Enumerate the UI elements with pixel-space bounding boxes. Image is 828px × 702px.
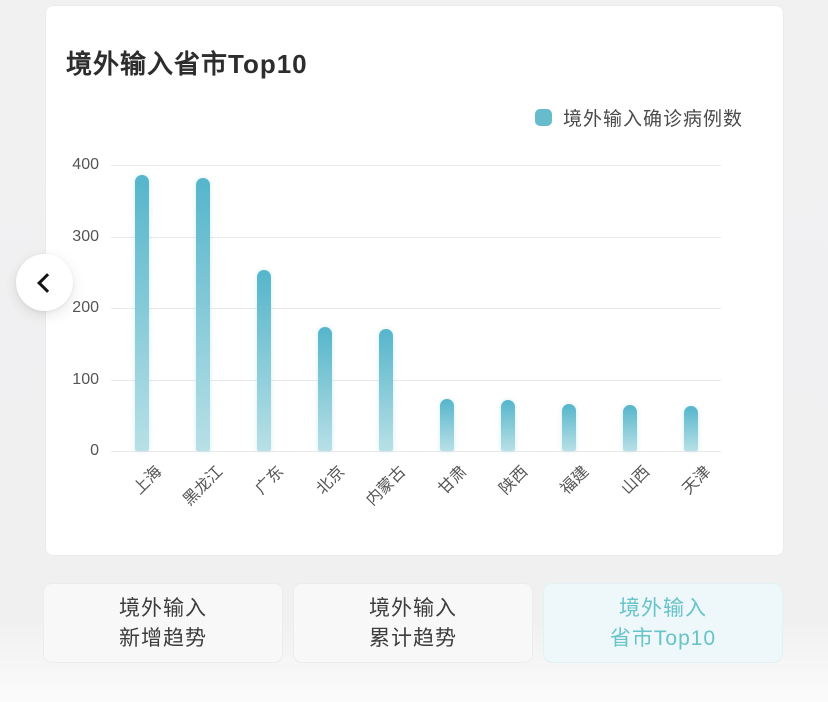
- gridline: [111, 451, 721, 452]
- y-axis-tick: 0: [90, 442, 99, 459]
- bar-天津[interactable]: [683, 405, 698, 451]
- bar-内蒙古[interactable]: [378, 328, 393, 451]
- y-axis-tick: 400: [72, 156, 99, 173]
- x-axis-label: 北京: [314, 463, 349, 498]
- bar-甘肃[interactable]: [439, 398, 454, 451]
- bar-山西[interactable]: [622, 404, 637, 451]
- y-axis-tick: 100: [72, 370, 99, 388]
- x-axis-label: 广东: [253, 463, 288, 498]
- x-axis-label: 上海: [131, 463, 166, 498]
- chart-tab-bar: 境外输入 新增趋势 境外输入 累计趋势 境外输入 省市Top10: [43, 583, 783, 663]
- gridline: [111, 236, 721, 238]
- bar-广东[interactable]: [256, 270, 271, 451]
- bar-北京[interactable]: [317, 327, 332, 451]
- x-axis-label: 甘肃: [436, 463, 471, 498]
- x-axis-label: 陕西: [497, 463, 532, 498]
- x-axis-label: 天津: [680, 463, 715, 498]
- tab-label-line2: 新增趋势: [119, 626, 207, 650]
- gridline: [111, 308, 721, 309]
- tab-label-line1: 境外输入: [619, 596, 707, 620]
- bar-陕西[interactable]: [500, 399, 515, 451]
- legend-item[interactable]: 境外输入确诊病例数: [534, 104, 743, 131]
- legend-swatch-icon: [534, 109, 552, 126]
- tab-imported-top10[interactable]: 境外输入省市Top10: [543, 583, 783, 663]
- y-axis-tick: 300: [72, 227, 99, 245]
- tab-imported-cumulative-trend[interactable]: 境外输入 累计趋势: [293, 583, 533, 663]
- tab-label-line2: 累计趋势: [369, 626, 457, 650]
- gridline: [111, 165, 721, 166]
- y-axis-tick: 200: [72, 299, 99, 316]
- tab-label-line2: 省市Top10: [609, 626, 717, 650]
- tab-label-line1: 境外输入: [369, 596, 457, 620]
- x-axis-label: 福建: [558, 463, 593, 498]
- bar-福建[interactable]: [561, 403, 576, 451]
- x-axis-label: 内蒙古: [363, 463, 410, 510]
- x-axis-label: 山西: [619, 463, 654, 498]
- chart-title: 境外输入省市Top10: [66, 49, 308, 79]
- gridline: [111, 379, 721, 381]
- x-axis-label: 黑龙江: [180, 463, 227, 510]
- legend-label: 境外输入确诊病例数: [562, 109, 743, 130]
- chart-card: 境外输入省市Top10 境外输入确诊病例数 0 100 200 300 400 上海 黑龙江…: [45, 5, 784, 556]
- chevron-left-icon: [36, 272, 57, 293]
- tab-label-line1: 境外输入: [119, 596, 207, 620]
- bar-上海[interactable]: [134, 175, 149, 451]
- bar-黑龙江[interactable]: [195, 177, 210, 451]
- tab-imported-new-trend[interactable]: 境外输入 新增趋势: [43, 583, 283, 663]
- bar-chart: 0 100 200 300 400 上海 黑龙江 广东 北京 内蒙古 甘肃 陕西 福建 山西 天津: [72, 156, 721, 509]
- previous-chart-button[interactable]: [16, 254, 73, 311]
